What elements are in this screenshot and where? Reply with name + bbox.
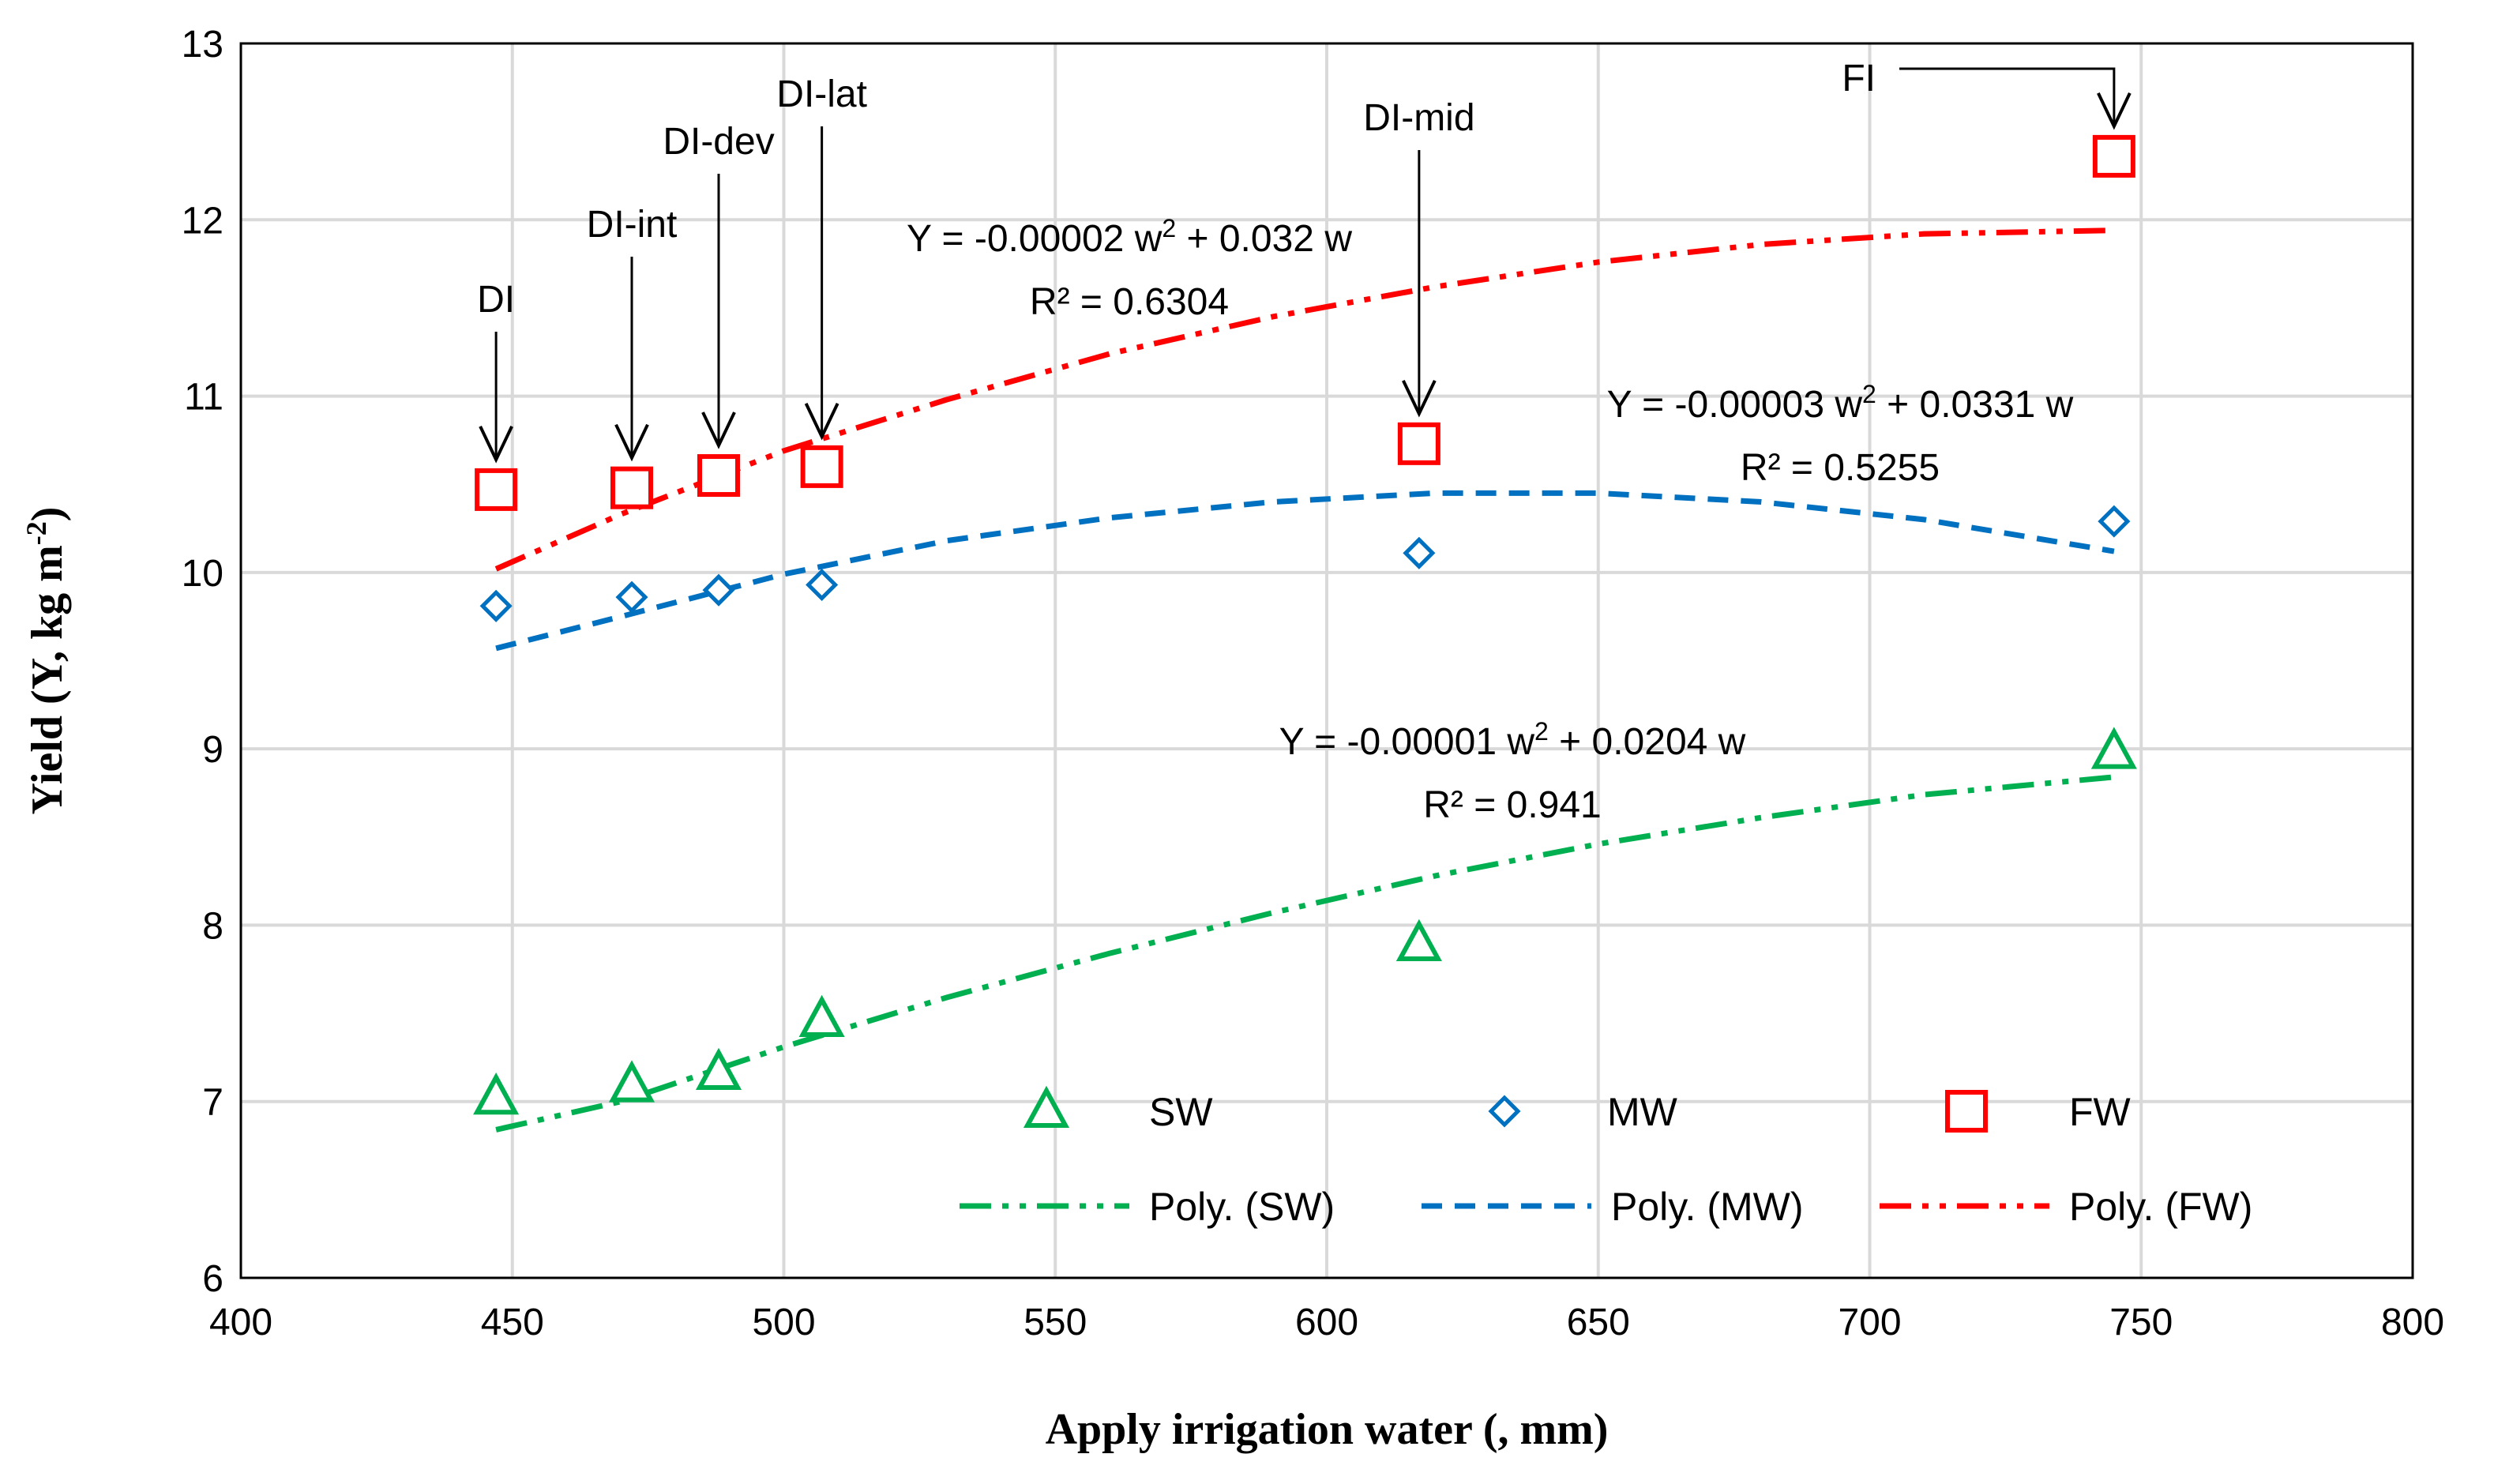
annotation-arrow (1899, 67, 2116, 126)
annotation-arrowhead (614, 423, 649, 462)
marker-fw (2092, 134, 2135, 178)
equation-sw-r-squared: R² = 0.941 (1423, 784, 1601, 826)
y-axis-title-sup: -2 (21, 521, 52, 545)
annotation-arrowhead (2097, 92, 2132, 130)
annotation-label: DI-mid (1363, 97, 1474, 139)
equation-fw-r-squared: R² = 0.6304 (1030, 281, 1229, 323)
x-axis-title: Apply irrigation water (, mm) (1046, 1405, 1609, 1454)
marker-fw (610, 466, 653, 509)
annotation-label: DI-int (587, 204, 678, 246)
grid (241, 43, 2413, 1278)
plot-area-border (239, 42, 2414, 1279)
marker-sw (695, 1047, 742, 1090)
y-axis-title-close: ) (23, 507, 72, 522)
x-tick-label: 650 (1567, 1302, 1630, 1343)
marker-sw (2090, 727, 2137, 769)
legend-label: Poly. (SW) (1149, 1185, 1335, 1229)
x-tick-label: 400 (209, 1302, 272, 1343)
x-tick-label: 500 (752, 1302, 815, 1343)
marker-fw (475, 468, 518, 511)
y-tick-label: 9 (202, 729, 223, 771)
marker-fw (697, 454, 740, 498)
annotation-arrowhead (804, 403, 839, 441)
annotation-label: DI-dev (663, 121, 774, 163)
x-tick-label: 800 (2381, 1302, 2444, 1343)
equation-formula-part: Y = -0.00003 w (1607, 384, 1863, 426)
x-tick-label: 700 (1838, 1302, 1901, 1343)
legend-marker-sw (1023, 1085, 1070, 1128)
marker-mw (615, 580, 648, 614)
equation-formula-exponent: 2 (1534, 717, 1549, 746)
equation-formula-part: + 0.0331 w (1876, 384, 2074, 426)
equation-formula-part: + 0.0204 w (1549, 721, 1746, 763)
marker-fw (1397, 422, 1440, 465)
y-axis-title: Yield (Y, kg m-2) (21, 507, 72, 815)
marker-sw (798, 994, 845, 1038)
equation-formula-exponent: 2 (1162, 214, 1176, 242)
legend-label: MW (1607, 1090, 1678, 1134)
legend-label: Poly. (FW) (2069, 1185, 2252, 1229)
x-tick-label: 550 (1024, 1302, 1087, 1343)
marker-mw (479, 589, 513, 622)
marker-mw (1403, 536, 1436, 569)
annotation-arrowhead (1402, 379, 1437, 418)
equation-formula-part: Y = -0.00002 w (907, 218, 1162, 260)
x-tick-label: 450 (481, 1302, 544, 1343)
y-axis-title-main: Yield (Y, kg m (23, 545, 72, 814)
marker-mw (2098, 505, 2131, 538)
y-tick-label: 6 (202, 1258, 223, 1300)
legend-marker-mw (1488, 1095, 1521, 1128)
x-tick-label: 600 (1295, 1302, 1358, 1343)
marker-sw (1395, 919, 1442, 961)
equation-mw-formula: Y = -0.00003 w2 + 0.0331 w (1607, 380, 2074, 426)
equation-mw-r-squared: R² = 0.5255 (1741, 447, 1940, 489)
y-tick-label: 7 (202, 1082, 223, 1124)
legend-label: SW (1149, 1090, 1213, 1134)
equation-formula-part: + 0.032 w (1176, 218, 1352, 260)
tick-labels: 400 450 500 550 600 650 700 750 800 6 7 8 9 10 11 12 13 (182, 24, 2444, 1343)
y-tick-label: 12 (182, 200, 223, 242)
y-tick-label: 10 (182, 553, 223, 595)
equation-sw-formula: Y = -0.00001 w2 + 0.0204 w (1279, 717, 1746, 763)
legend-label: Poly. (MW) (1611, 1185, 1803, 1229)
y-tick-label: 8 (202, 905, 223, 947)
marker-fw (800, 445, 843, 488)
annotation-arrowhead (479, 426, 513, 464)
annotation-label: DI-lat (776, 73, 867, 115)
annotation-arrowhead (701, 411, 736, 449)
legend-marker-fw (1945, 1090, 1988, 1133)
annotation-label: FI (1842, 58, 1876, 100)
legend: SW MW FW Poly. (SW) Poly. (MW) Poly. (FW) (960, 1085, 2252, 1229)
equation-formula-exponent: 2 (1862, 380, 1876, 408)
marker-sw (608, 1060, 655, 1103)
y-tick-label: 11 (184, 377, 223, 419)
equation-fw-formula: Y = -0.00002 w2 + 0.032 w (907, 214, 1352, 260)
marker-mw (806, 568, 839, 602)
trendline-poly-sw (495, 774, 2115, 1133)
equation-formula-part: Y = -0.00001 w (1279, 721, 1535, 763)
marker-sw (473, 1072, 520, 1115)
y-tick-label: 13 (182, 24, 223, 66)
annotation-label: DI (477, 279, 515, 321)
legend-label: FW (2069, 1090, 2132, 1134)
x-tick-label: 750 (2109, 1302, 2173, 1343)
marker-mw (702, 573, 735, 607)
data-markers (473, 134, 2137, 1115)
